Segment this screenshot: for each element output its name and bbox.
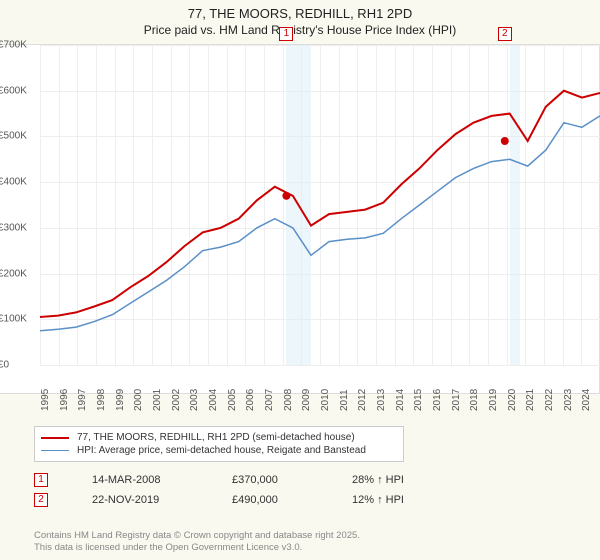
legend: 77, THE MOORS, REDHILL, RH1 2PD (semi-de… <box>34 426 404 462</box>
x-tick-label: 2013 <box>376 389 387 411</box>
x-tick-label: 2007 <box>264 389 275 411</box>
x-tick-label: 2014 <box>395 389 406 411</box>
sale-row: 1 14-MAR-2008 £370,000 28% ↑ HPI <box>34 470 452 490</box>
sale-hpi-diff: 28% ↑ HPI <box>352 474 452 486</box>
x-tick-label: 2018 <box>469 389 480 411</box>
x-tick-label: 1995 <box>40 389 51 411</box>
x-tick-label: 2011 <box>339 389 350 411</box>
title-address: 77, THE MOORS, REDHILL, RH1 2PD <box>0 0 600 21</box>
y-tick-label: £400K <box>0 177 27 188</box>
x-tick-label: 2012 <box>357 389 368 411</box>
y-tick-label: £0 <box>0 360 9 371</box>
x-tick-label: 2005 <box>227 389 238 411</box>
x-tick-label: 2024 <box>581 389 592 411</box>
sale-marker-label: 1 <box>279 27 293 41</box>
x-tick-label: 1998 <box>96 389 107 411</box>
legend-item: 77, THE MOORS, REDHILL, RH1 2PD (semi-de… <box>41 431 397 444</box>
sale-row: 2 22-NOV-2019 £490,000 12% ↑ HPI <box>34 490 452 510</box>
legend-label: HPI: Average price, semi-detached house,… <box>77 445 366 456</box>
x-tick-label: 2001 <box>152 389 163 411</box>
sale-marker-dot <box>501 137 509 145</box>
chart-area: £0£100K£200K£300K£400K£500K£600K£700K 19… <box>0 44 600 394</box>
x-tick-label: 1996 <box>59 389 70 411</box>
x-tick-label: 1999 <box>115 389 126 411</box>
x-tick-label: 2022 <box>544 389 555 411</box>
y-tick-label: £200K <box>0 268 27 279</box>
x-tick-label: 2019 <box>488 389 499 411</box>
x-tick-label: 2023 <box>563 389 574 411</box>
sale-date: 14-MAR-2008 <box>92 474 192 486</box>
x-tick-label: 2015 <box>413 389 424 411</box>
x-tick-label: 2000 <box>133 389 144 411</box>
x-tick-label: 2002 <box>171 389 182 411</box>
x-tick-label: 2020 <box>507 389 518 411</box>
footer-line1: Contains HM Land Registry data © Crown c… <box>34 530 360 542</box>
x-tick-label: 2016 <box>432 389 443 411</box>
sale-index-badge: 1 <box>34 473 48 487</box>
sale-marker-dot <box>282 192 290 200</box>
series-property <box>40 91 600 317</box>
footer-attribution: Contains HM Land Registry data © Crown c… <box>34 530 360 554</box>
y-tick-label: £700K <box>0 40 27 51</box>
sale-hpi-diff: 12% ↑ HPI <box>352 494 452 506</box>
sale-date: 22-NOV-2019 <box>92 494 192 506</box>
x-tick-label: 2017 <box>451 389 462 411</box>
sale-marker-label: 2 <box>498 27 512 41</box>
sale-price: £490,000 <box>232 494 312 506</box>
legend-item: HPI: Average price, semi-detached house,… <box>41 444 397 457</box>
y-tick-label: £100K <box>0 314 27 325</box>
x-tick-label: 1997 <box>77 389 88 411</box>
series-hpi <box>40 116 600 331</box>
y-tick-label: £600K <box>0 85 27 96</box>
footer-line2: This data is licensed under the Open Gov… <box>34 542 360 554</box>
sale-price: £370,000 <box>232 474 312 486</box>
sale-table: 1 14-MAR-2008 £370,000 28% ↑ HPI 2 22-NOV-201… <box>34 470 452 510</box>
legend-label: 77, THE MOORS, REDHILL, RH1 2PD (semi-de… <box>77 432 355 443</box>
x-tick-label: 2004 <box>208 389 219 411</box>
legend-swatch <box>41 437 69 439</box>
legend-swatch <box>41 450 69 452</box>
x-tick-label: 2006 <box>245 389 256 411</box>
y-tick-label: £500K <box>0 131 27 142</box>
x-tick-label: 2010 <box>320 389 331 411</box>
x-tick-label: 2008 <box>283 389 294 411</box>
x-tick-label: 2003 <box>189 389 200 411</box>
x-tick-label: 2021 <box>525 389 536 411</box>
sale-index-badge: 2 <box>34 493 48 507</box>
x-tick-label: 2009 <box>301 389 312 411</box>
y-tick-label: £300K <box>0 222 27 233</box>
